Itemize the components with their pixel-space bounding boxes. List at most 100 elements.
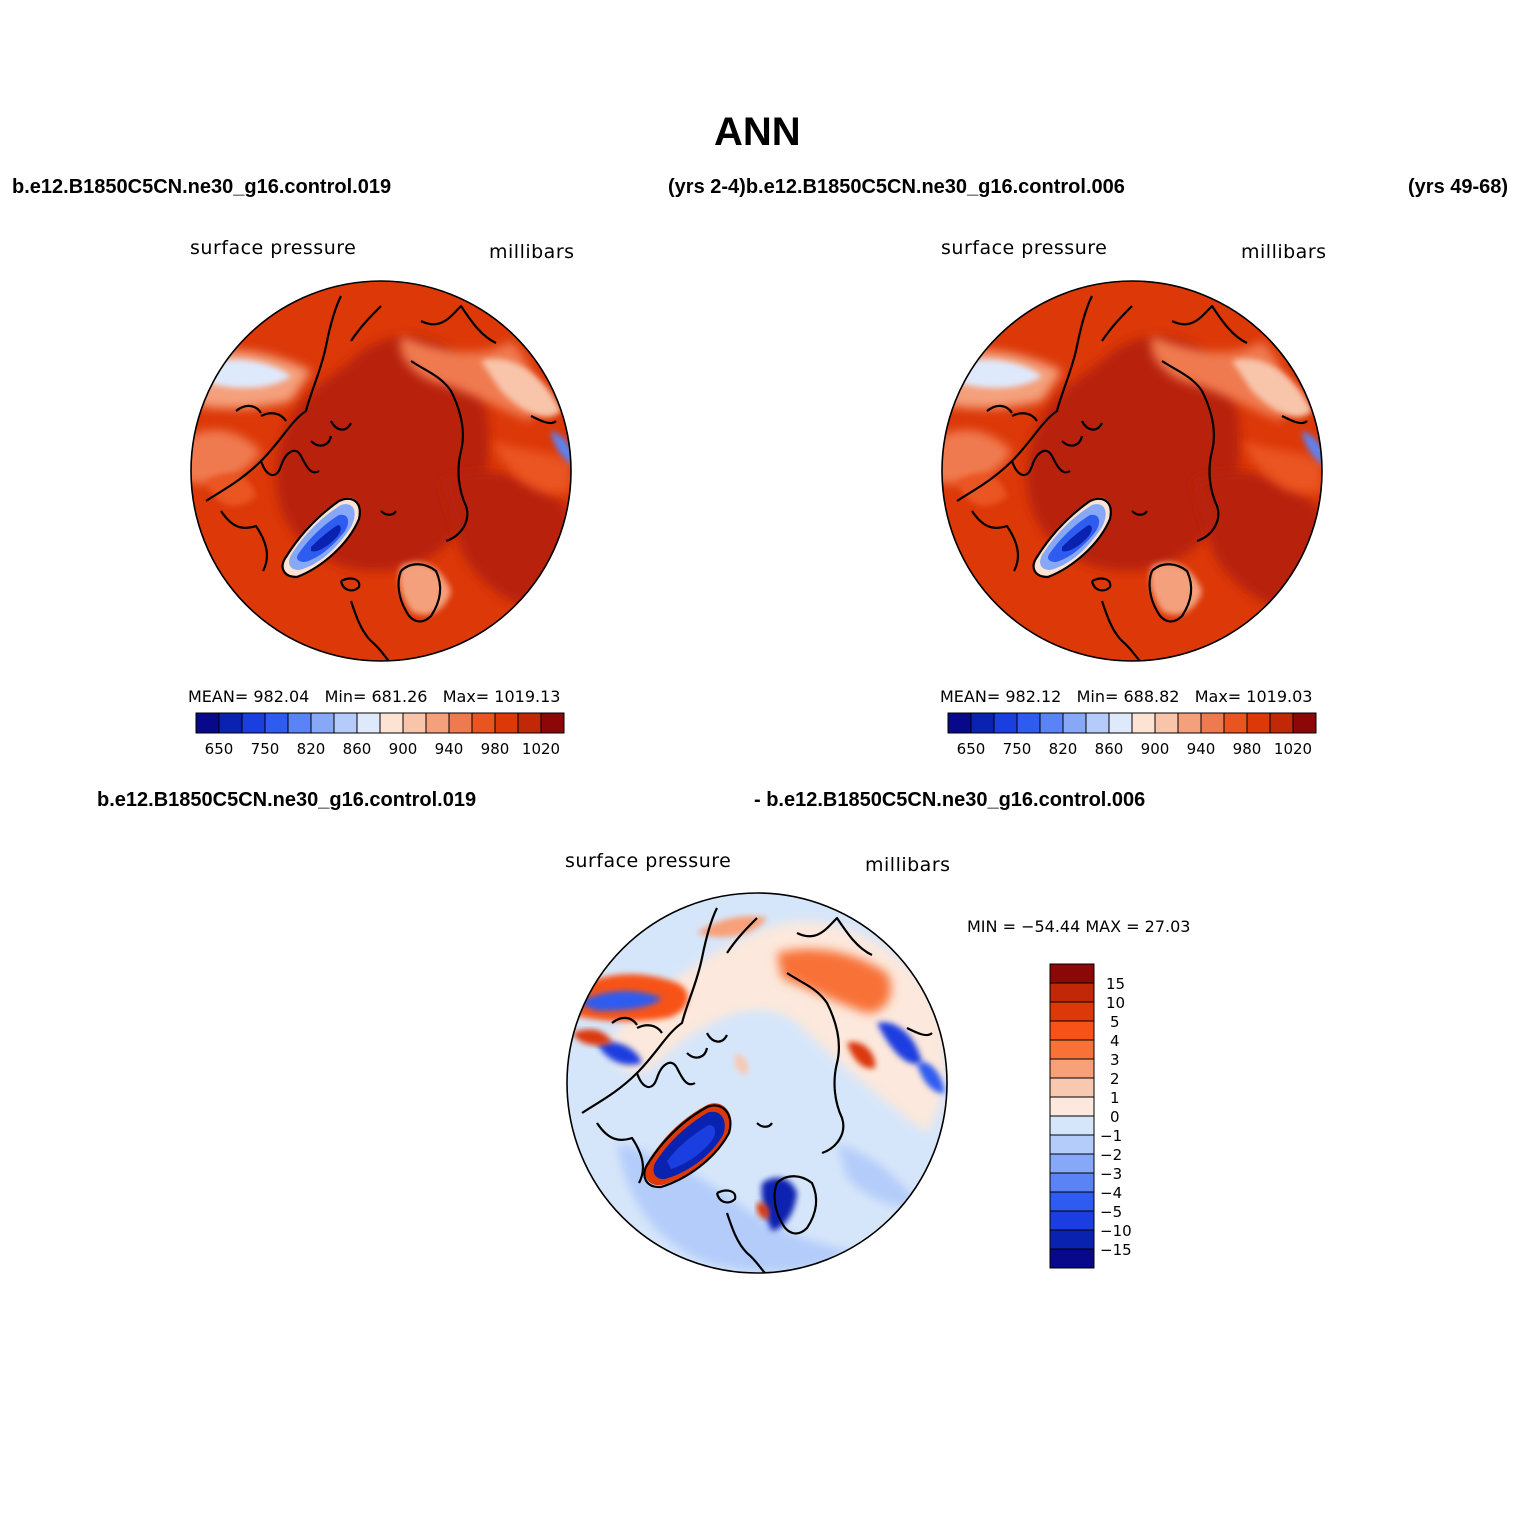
- panel2-map: [932, 271, 1332, 671]
- cb2-tick-label: 860: [1094, 740, 1124, 758]
- colorbar-swatch: [1049, 1248, 1095, 1269]
- cb2-tick-label: 650: [956, 740, 986, 758]
- cb3-tick-label: 10: [1106, 994, 1126, 1012]
- cb1-tick-label: 900: [388, 740, 418, 758]
- panel1-max-label: Max=: [442, 687, 490, 706]
- cb3-tick-label: 2: [1110, 1070, 1120, 1088]
- panel1-variable-label: surface pressure: [190, 237, 357, 259]
- cb3-tick-label: −3: [1100, 1165, 1123, 1183]
- panel1-colorbar: [195, 712, 565, 734]
- colorbar-swatch: [1016, 712, 1041, 734]
- diff-minmax-label: MIN = −54.44 MAX = 27.03: [967, 917, 1191, 936]
- colorbar-swatch: [540, 712, 565, 734]
- panel2-max-label: Max=: [1194, 687, 1242, 706]
- colorbar-swatch: [1049, 1172, 1095, 1193]
- cb3-tick-label: 0: [1110, 1108, 1120, 1126]
- colorbar-swatch: [1154, 712, 1179, 734]
- colorbar-swatch: [1049, 1058, 1095, 1079]
- colorbar-swatch: [402, 712, 427, 734]
- panel2-units-label: millibars: [1241, 241, 1327, 263]
- colorbar-swatch: [1049, 1229, 1095, 1250]
- panel1-max-value: 1019.13: [494, 687, 561, 706]
- colorbar-swatch: [356, 712, 381, 734]
- colorbar-swatch: [1108, 712, 1133, 734]
- colorbar-swatch: [1269, 712, 1294, 734]
- colorbar-swatch: [947, 712, 972, 734]
- colorbar-swatch: [1049, 1039, 1095, 1060]
- colorbar-swatch: [1246, 712, 1271, 734]
- panel1-map-border: [190, 280, 572, 662]
- cb1-tick-label: 980: [480, 740, 510, 758]
- cb1-tick-label: 750: [250, 740, 280, 758]
- colorbar-swatch: [1085, 712, 1110, 734]
- cb3-tick-label: 5: [1110, 1013, 1120, 1031]
- cb2-tick-label: 980: [1232, 740, 1262, 758]
- cb3-tick-label: −10: [1100, 1222, 1132, 1240]
- panel2-min-label: Min=: [1076, 687, 1119, 706]
- panel2-colorbar: [947, 712, 1317, 734]
- colorbar-swatch: [494, 712, 519, 734]
- cb2-tick-label: 820: [1048, 740, 1078, 758]
- panel2-max-value: 1019.03: [1246, 687, 1313, 706]
- colorbar-swatch: [471, 712, 496, 734]
- colorbar-swatch: [1049, 1191, 1095, 1212]
- colorbar-swatch: [1062, 712, 1087, 734]
- panel2-mean-value: 982.12: [1005, 687, 1062, 706]
- colorbar-swatch: [379, 712, 404, 734]
- colorbar-swatch: [1049, 1134, 1095, 1155]
- diff-variable-label: surface pressure: [565, 850, 732, 872]
- colorbar-swatch: [333, 712, 358, 734]
- cb3-tick-label: −15: [1100, 1241, 1132, 1259]
- panel1-min-label: Min=: [324, 687, 367, 706]
- cb1-tick-label: 940: [434, 740, 464, 758]
- colorbar-swatch: [1049, 1115, 1095, 1136]
- colorbar-swatch: [448, 712, 473, 734]
- diff-case1-label: b.e12.B1850C5CN.ne30_g16.control.019: [97, 789, 477, 811]
- colorbar-swatch: [1292, 712, 1317, 734]
- panel1-map: [181, 271, 581, 671]
- colorbar-swatch: [1039, 712, 1064, 734]
- panel2-stats: MEAN= 982.12 Min= 688.82 Max= 1019.03: [940, 687, 1312, 706]
- cb1-tick-label: 820: [296, 740, 326, 758]
- colorbar-swatch: [1131, 712, 1156, 734]
- colorbar-swatch: [1049, 963, 1095, 984]
- cb1-tick-label: 1020: [521, 740, 561, 758]
- panel2-variable-label: surface pressure: [941, 237, 1108, 259]
- panel1-mean-value: 982.04: [253, 687, 310, 706]
- cb3-tick-label: 3: [1110, 1051, 1120, 1069]
- cb1-tick-label: 860: [342, 740, 372, 758]
- cb3-tick-label: −1: [1100, 1127, 1123, 1145]
- panel1-stats: MEAN= 982.04 Min= 681.26 Max= 1019.13: [188, 687, 560, 706]
- colorbar-swatch: [218, 712, 243, 734]
- cb1-tick-label: 650: [204, 740, 234, 758]
- colorbar-swatch: [1177, 712, 1202, 734]
- colorbar-swatch: [1049, 982, 1095, 1003]
- diff-map-border: [566, 892, 948, 1274]
- panel2-min-value: 688.82: [1123, 687, 1180, 706]
- panel1-min-value: 681.26: [371, 687, 428, 706]
- cb3-tick-label: 15: [1106, 975, 1126, 993]
- colorbar-swatch: [1049, 1001, 1095, 1022]
- cb3-tick-label: −4: [1100, 1184, 1123, 1202]
- panel1-units-label: millibars: [489, 241, 575, 263]
- diff-map: [557, 883, 957, 1283]
- cb2-tick-label: 750: [1002, 740, 1032, 758]
- colorbar-swatch: [1049, 1153, 1095, 1174]
- colorbar-swatch: [425, 712, 450, 734]
- colorbar-swatch: [993, 712, 1018, 734]
- diff-units-label: millibars: [865, 854, 951, 876]
- diff-colorbar: [1049, 963, 1095, 1269]
- colorbar-swatch: [287, 712, 312, 734]
- panel1-mean-label: MEAN=: [188, 687, 249, 706]
- cb2-tick-label: 940: [1186, 740, 1216, 758]
- colorbar-swatch: [264, 712, 289, 734]
- colorbar-swatch: [1049, 1077, 1095, 1098]
- colorbar-swatch: [1049, 1096, 1095, 1117]
- cb3-tick-label: 1: [1110, 1089, 1120, 1107]
- colorbar-swatch: [517, 712, 542, 734]
- case1-label: b.e12.B1850C5CN.ne30_g16.control.019: [12, 176, 392, 198]
- cb2-tick-label: 900: [1140, 740, 1170, 758]
- colorbar-swatch: [1049, 1020, 1095, 1041]
- colorbar-swatch: [1223, 712, 1248, 734]
